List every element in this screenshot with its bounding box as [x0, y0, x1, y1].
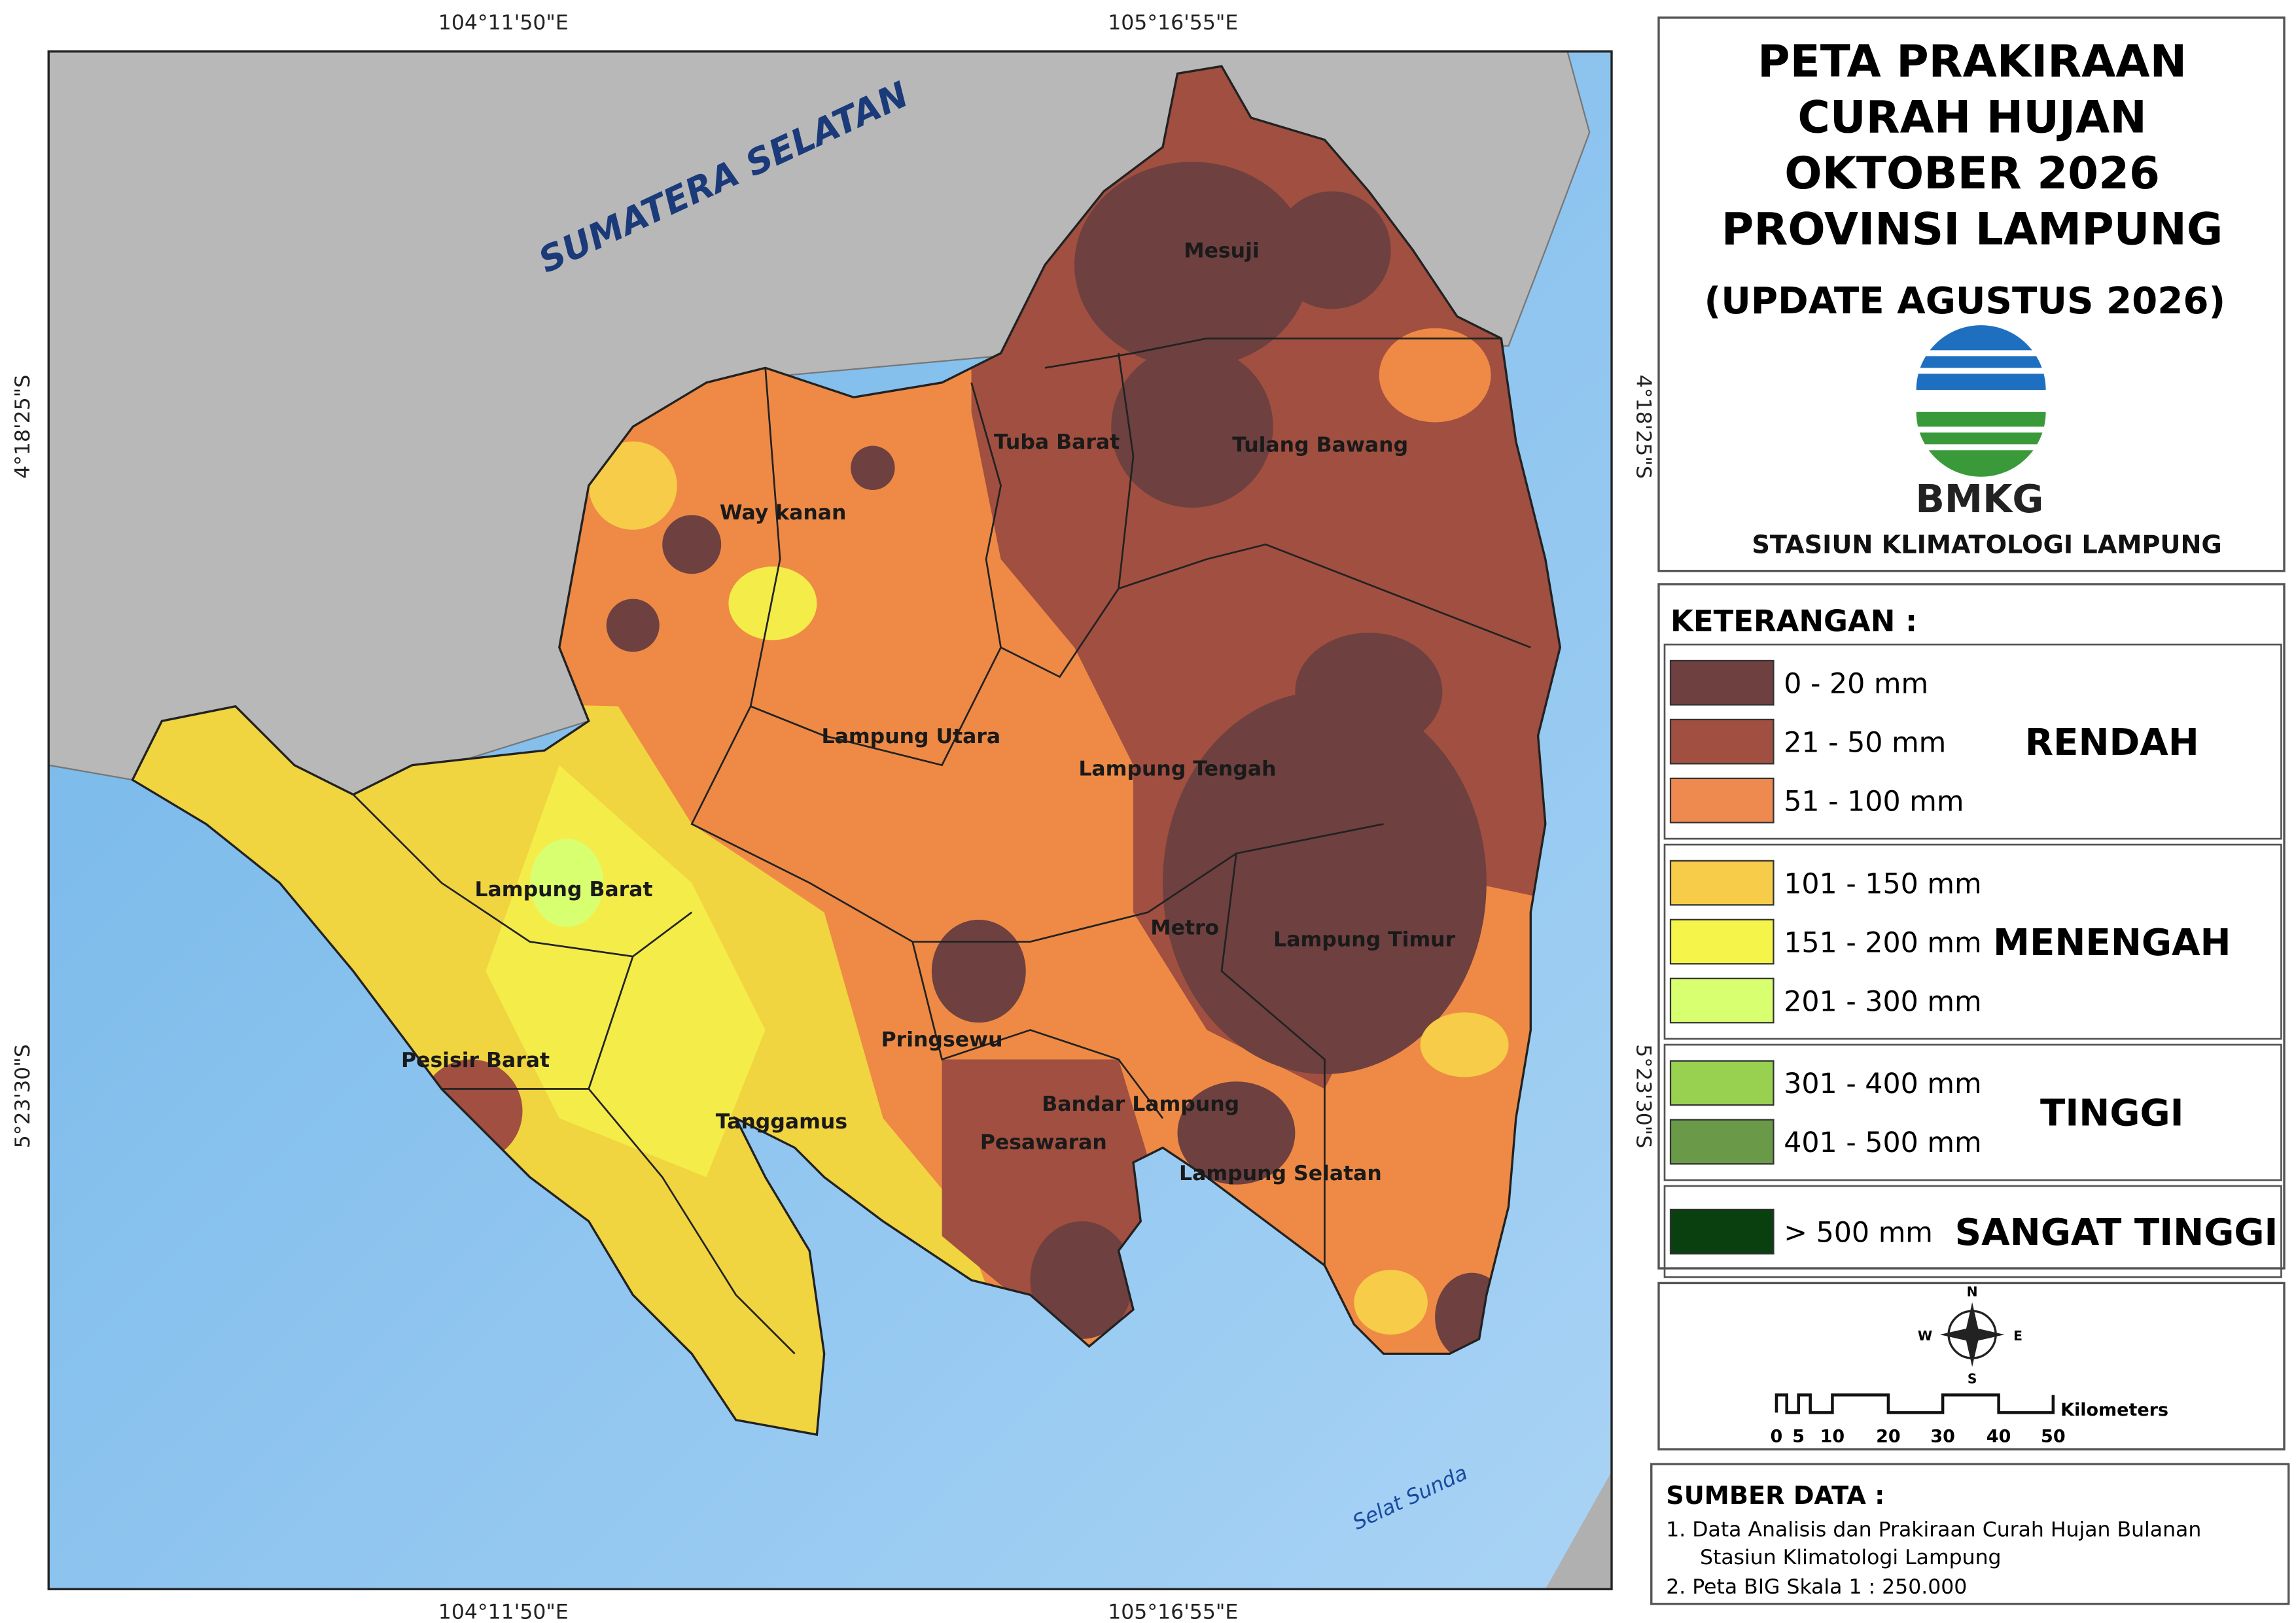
source-panel	[1650, 1463, 2290, 1605]
bmkg-logo	[1913, 325, 2049, 477]
legend-group	[1663, 1185, 2282, 1278]
legend-label: 401 - 500 mm	[1784, 1126, 1981, 1159]
logo-text: BMKG	[1915, 477, 2043, 521]
scale-tick-label: 20	[1876, 1426, 1901, 1446]
legend-label: 201 - 300 mm	[1784, 985, 1981, 1018]
region-labels: Mesuji Tuba Barat Tulang Bawang Way kanan La…	[401, 239, 1456, 1185]
legend-group	[1663, 1043, 2282, 1181]
scale-tick-label: 50	[2041, 1426, 2066, 1446]
map: SUMATERA SELATAN Selat Sunda 104°11'50"E…	[11, 11, 1655, 1623]
scale-tick-label: 30	[1930, 1426, 1955, 1446]
source-title: SUMBER DATA :	[1666, 1482, 1884, 1510]
compass-letter: E	[2013, 1328, 2022, 1344]
scale-unit: Kilometers	[2060, 1400, 2168, 1420]
region-label: Pesawaran	[980, 1131, 1107, 1155]
district-boundaries	[352, 337, 1531, 1355]
region-label: Bandar Lampung	[1042, 1092, 1239, 1116]
region-label: Lampung Utara	[822, 725, 1001, 748]
neighbor-land	[1545, 1471, 1612, 1590]
coordinate-label: 4°18'25"S	[1631, 375, 1655, 479]
scale-tick-label: 10	[1820, 1426, 1845, 1446]
legend-label: 51 - 100 mm	[1784, 785, 1964, 818]
legend: 0 - 20 mm 21 - 50 mm 51 - 100 mm RENDAH 101 …	[1663, 643, 2282, 1278]
region-label: Pesisir Barat	[401, 1049, 550, 1072]
compass-letter: N	[1967, 1284, 1978, 1300]
scale-bar	[1775, 1393, 2055, 1414]
region-label: Lampung Timur	[1273, 928, 1455, 951]
region-label: Lampung Barat	[474, 878, 652, 901]
legend-label: > 500 mm	[1784, 1216, 1933, 1249]
source-line: 2. Peta BIG Skala 1 : 250.000	[1666, 1575, 1967, 1599]
map-frame	[47, 50, 1613, 1590]
legend-swatch	[1669, 659, 1775, 706]
legend-group-label: RENDAH	[2025, 722, 2199, 764]
legend-swatch	[1669, 860, 1775, 906]
legend-label: 101 - 150 mm	[1784, 867, 1981, 900]
legend-group-label: SANGAT TINGGI	[1955, 1212, 2278, 1254]
legend-swatch	[1669, 1208, 1775, 1255]
legend-group	[1663, 643, 2282, 840]
region-label: Tanggamus	[716, 1110, 847, 1134]
legend-group-label: MENENGAH	[1993, 922, 2231, 964]
title-line: PROVINSI LAMPUNG	[1722, 203, 2223, 254]
legend-group-label: TINGGI	[2040, 1092, 2184, 1135]
region-label: Tuba Barat	[994, 430, 1120, 454]
region-label: Lampung Tengah	[1078, 757, 1276, 780]
legend-label: 0 - 20 mm	[1784, 667, 1928, 700]
region-label: Mesuji	[1184, 239, 1259, 263]
title-panel	[1657, 16, 2286, 572]
region-label: Lampung Selatan	[1179, 1162, 1382, 1185]
rainfall-zones	[132, 66, 1561, 1435]
title-line: PETA PRAKIRAAN	[1757, 35, 2187, 87]
coordinate-label: 4°18'25"S	[11, 375, 35, 479]
compass-letter: W	[1918, 1328, 1932, 1344]
legend-swatch	[1669, 977, 1775, 1024]
source-line: Stasiun Klimatologi Lampung	[1700, 1546, 2002, 1569]
legend-group	[1663, 843, 2282, 1040]
legend-swatch	[1669, 918, 1775, 965]
coordinate-label: 105°16'55"E	[1108, 11, 1238, 35]
coordinate-label: 105°16'55"E	[1108, 1600, 1238, 1623]
legend-swatch	[1669, 718, 1775, 765]
source-line: 1. Data Analisis dan Prakiraan Curah Huj…	[1666, 1518, 2201, 1541]
region-label: Pringsewu	[881, 1028, 1003, 1051]
region-label: Tulang Bawang	[1232, 434, 1408, 457]
title-line: CURAH HUJAN	[1797, 91, 2146, 143]
region-label: Metro	[1150, 916, 1219, 939]
legend-label: 151 - 200 mm	[1784, 926, 1981, 959]
coordinate-label: 5°23'30"S	[1631, 1044, 1655, 1148]
legend-swatch	[1669, 1060, 1775, 1106]
coordinate-label: 104°11'50"E	[438, 11, 569, 35]
compass-letter: S	[1968, 1370, 1977, 1386]
scale-tick-label: 5	[1792, 1426, 1805, 1446]
scale-ticks: 0 5 10 20 30 40 50	[1771, 1426, 2066, 1446]
coordinate-label: 5°23'30"S	[11, 1044, 35, 1148]
station-name: STASIUN KLIMATOLOGI LAMPUNG	[1752, 531, 2221, 560]
coordinate-label: 104°11'50"E	[438, 1600, 569, 1623]
region-label: Way kanan	[720, 501, 847, 525]
title-line: OKTOBER 2026	[1784, 147, 2160, 199]
legend-label: 21 - 50 mm	[1784, 726, 1946, 759]
scale-tick-label: 40	[1987, 1426, 2011, 1446]
scale-tick-label: 0	[1771, 1426, 1783, 1446]
legend-label: 301 - 400 mm	[1784, 1068, 1981, 1100]
legend-swatch	[1669, 1119, 1775, 1165]
legend-swatch	[1669, 777, 1775, 824]
update-note: (UPDATE AGUSTUS 2026)	[1704, 280, 2226, 323]
province-boundary	[131, 65, 1562, 1437]
legend-title: KETERANGAN :	[1670, 604, 1917, 638]
